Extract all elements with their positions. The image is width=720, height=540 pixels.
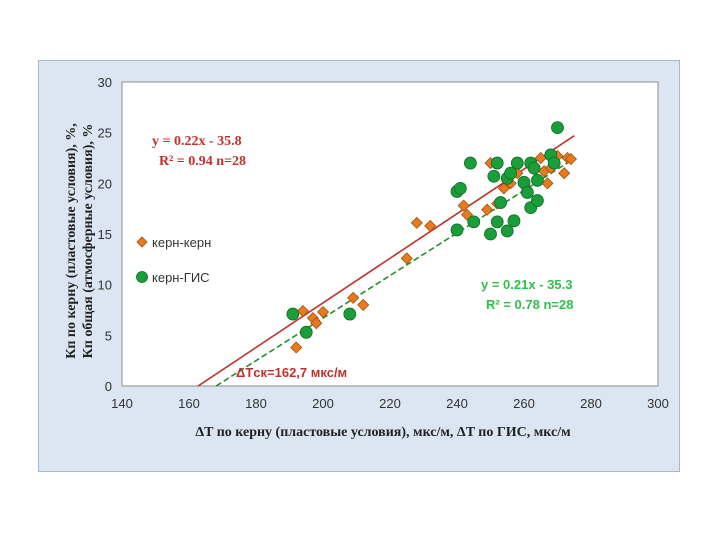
- point-kern-gis: [500, 224, 514, 238]
- point-kern-gis: [520, 186, 534, 199]
- point-kern-gis: [527, 161, 541, 175]
- x-tick-label: 260: [513, 396, 535, 411]
- point-kern-kern: [296, 304, 309, 318]
- point-kern-gis: [507, 214, 521, 228]
- point-kern-kern: [316, 305, 330, 319]
- point-kern-kern: [497, 182, 510, 195]
- x-tick-label: 200: [312, 396, 334, 411]
- point-kern-kern: [400, 252, 413, 265]
- point-kern-kern: [410, 216, 423, 229]
- plot-background: [122, 82, 658, 386]
- point-kern-gis: [286, 307, 300, 321]
- plot-border: [121, 81, 659, 387]
- point-kern-kern: [424, 219, 437, 232]
- x-tick-label: 300: [647, 396, 669, 411]
- x-tick-label: 240: [446, 396, 468, 411]
- x-axis-ticks: 140 160 180 200 220 240 260 280 300: [111, 396, 669, 411]
- red-equation-line1: y = 0.22x - 35.8: [152, 134, 242, 149]
- point-kern-gis: [504, 166, 518, 180]
- y-tick-label: 20: [98, 176, 112, 191]
- scatter-chart: 140 160 180 200 220 240 260 280 300 0 5 10 15 20 25 30…: [64, 75, 669, 440]
- point-kern-gis: [299, 325, 313, 339]
- y-tick-label: 15: [98, 227, 112, 242]
- point-kern-kern: [457, 199, 470, 212]
- point-kern-gis: [463, 156, 477, 170]
- y-axis-ticks: 0 5 10 15 20 25 30: [98, 75, 112, 394]
- y-tick-label: 25: [98, 126, 112, 141]
- y-tick-label: 30: [98, 75, 112, 90]
- point-kern-gis: [490, 156, 504, 170]
- point-kern-kern: [541, 177, 554, 190]
- y-tick-label: 5: [105, 328, 112, 343]
- green-equation-line2: R² = 0.78 n=28: [486, 297, 573, 312]
- green-equation-line1: y = 0.21x - 35.3: [481, 277, 572, 292]
- point-kern-kern: [290, 341, 303, 354]
- point-kern-gis: [530, 194, 544, 207]
- legend-marker-kern-kern: [136, 236, 148, 248]
- y-tick-label: 0: [105, 379, 112, 394]
- point-kern-gis: [450, 223, 464, 237]
- point-kern-gis: [494, 196, 507, 209]
- legend: керн-керн керн-ГИС: [136, 235, 211, 285]
- y-axis-label-1: Кп по керну (пластовые условия), %,: [64, 123, 79, 359]
- data-points: [286, 121, 577, 354]
- x-tick-label: 160: [178, 396, 200, 411]
- point-kern-gis: [530, 173, 544, 187]
- x-axis-label: ΔT по керну (пластовые условия), мкс/м, …: [195, 425, 571, 440]
- point-kern-gis: [547, 156, 561, 170]
- y-axis-label-2: Кп общая (атмосферные условия), %: [81, 124, 96, 359]
- point-kern-kern: [558, 167, 571, 180]
- point-kern-kern: [310, 317, 323, 330]
- point-kern-gis: [453, 182, 467, 195]
- x-tick-label: 280: [580, 396, 602, 411]
- point-kern-gis: [490, 215, 504, 229]
- point-kern-gis: [487, 169, 501, 183]
- point-kern-kern: [534, 151, 547, 165]
- point-kern-kern: [481, 203, 494, 216]
- x-tick-label: 180: [245, 396, 267, 411]
- legend-label-kern-kern: керн-керн: [152, 235, 211, 250]
- plot-area: [121, 81, 659, 387]
- trendline-kern-gis: [215, 157, 575, 387]
- point-kern-gis: [343, 307, 357, 321]
- point-kern-kern: [347, 291, 360, 304]
- point-kern-gis: [484, 227, 497, 241]
- point-kern-kern: [357, 298, 370, 311]
- point-kern-gis: [551, 121, 564, 134]
- y-tick-label: 10: [98, 278, 112, 293]
- chart-panel: 140 160 180 200 220 240 260 280 300 0 5 10 15 20 25 30…: [38, 60, 680, 472]
- point-kern-gis: [467, 215, 481, 229]
- x-tick-label: 220: [379, 396, 401, 411]
- legend-label-kern-gis: керн-ГИС: [152, 270, 210, 285]
- red-equation-line2: R² = 0.94 n=28: [159, 154, 246, 169]
- legend-marker-kern-gis: [136, 271, 148, 283]
- point-kern-gis: [510, 156, 524, 170]
- velocity-annotation: ΔTск=162,7 мкс/м: [236, 365, 347, 380]
- x-tick-label: 140: [111, 396, 133, 411]
- point-kern-kern: [564, 152, 577, 166]
